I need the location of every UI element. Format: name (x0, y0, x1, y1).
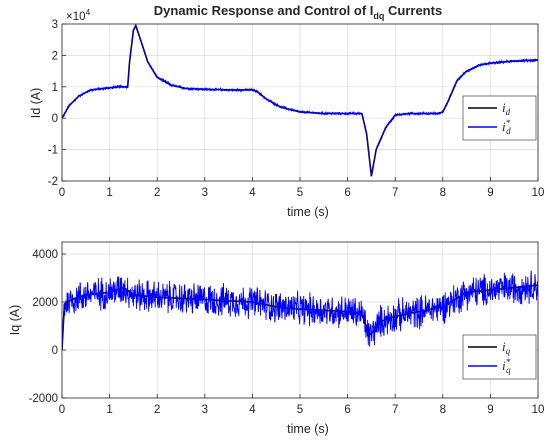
bottom-y-tick-labels: -2000 0 2000 4000 (29, 249, 58, 405)
x-tick-label: 6 (344, 404, 350, 416)
x-tick-label: 1 (106, 404, 112, 416)
legend-label-iq-ref: i* q (502, 357, 511, 375)
legend-label-id: id (502, 100, 511, 117)
title-subscript: dq (373, 11, 384, 21)
x-tick-label: 1 (106, 187, 112, 199)
x-tick-label: 3 (202, 404, 208, 416)
x-tick-label: 3 (202, 187, 208, 199)
bottom-legend: iq i* q (462, 334, 537, 380)
bottom-x-axis-label: time (s) (287, 422, 329, 436)
bottom-tick-marks (61, 253, 539, 399)
x-tick-label: 4 (249, 187, 256, 199)
y-tick-label: -2 (48, 176, 58, 188)
title-main: Dynamic Response and Control of I (154, 3, 374, 18)
series-line-i_q-ref (62, 270, 538, 351)
bottom-legend-box (462, 334, 537, 380)
y-tick-label: 0 (52, 345, 58, 357)
x-tick-label: 10 (532, 187, 545, 199)
y-tick-label: 2 (52, 50, 58, 62)
y-tick-label: 1 (52, 82, 58, 94)
x-tick-label: 5 (297, 404, 303, 416)
x-tick-label: 0 (59, 187, 65, 199)
y-tick-label: 0 (52, 113, 58, 125)
x-tick-label: 0 (59, 404, 65, 416)
legend-label-iq: iq (502, 339, 511, 356)
x-tick-label: 10 (532, 404, 545, 416)
top-exponent-label: ×104 (66, 7, 91, 23)
y-tick-label: -2000 (29, 393, 58, 405)
top-tick-marks (61, 23, 539, 182)
bottom-series-lines (62, 270, 538, 351)
top-series-lines (62, 24, 538, 177)
top-x-tick-labels: 0 1 2 3 4 5 6 7 8 9 10 (59, 187, 545, 199)
y-tick-label: 3 (52, 19, 58, 31)
bottom-y-axis-label: Iq (A) (8, 305, 22, 336)
top-legend: id i* d (462, 95, 537, 141)
y-tick-label: 4000 (32, 249, 58, 261)
top-legend-box (462, 95, 537, 141)
chart-title: Dynamic Response and Control of Idq Curr… (154, 3, 442, 21)
top-axes: 0 1 2 3 4 5 6 7 8 9 10 -2 -1 0 1 2 3 ×104 time (s) Id (… (29, 7, 544, 219)
bottom-x-tick-labels: 0 1 2 3 4 5 6 7 8 9 10 (59, 404, 545, 416)
title-tail: Currents (384, 3, 442, 18)
legend-label-id-ref: i* d (502, 118, 511, 136)
top-x-axis-label: time (s) (287, 205, 329, 219)
top-y-axis-label: Id (A) (29, 88, 43, 119)
x-tick-label: 5 (297, 187, 303, 199)
x-tick-label: 8 (440, 187, 446, 199)
x-tick-label: 7 (392, 404, 398, 416)
x-tick-label: 2 (154, 404, 160, 416)
top-y-tick-labels: -2 -1 0 1 2 3 (48, 19, 58, 188)
x-tick-label: 7 (392, 187, 398, 199)
x-tick-label: 9 (487, 187, 493, 199)
y-tick-label: 2000 (32, 297, 58, 309)
x-tick-label: 9 (487, 404, 493, 416)
x-tick-label: 6 (344, 187, 350, 199)
x-tick-label: 4 (249, 404, 256, 416)
series-line-i_d-ref (62, 24, 538, 176)
x-tick-label: 8 (440, 404, 446, 416)
y-tick-label: -1 (48, 145, 58, 157)
x-tick-label: 2 (154, 187, 160, 199)
